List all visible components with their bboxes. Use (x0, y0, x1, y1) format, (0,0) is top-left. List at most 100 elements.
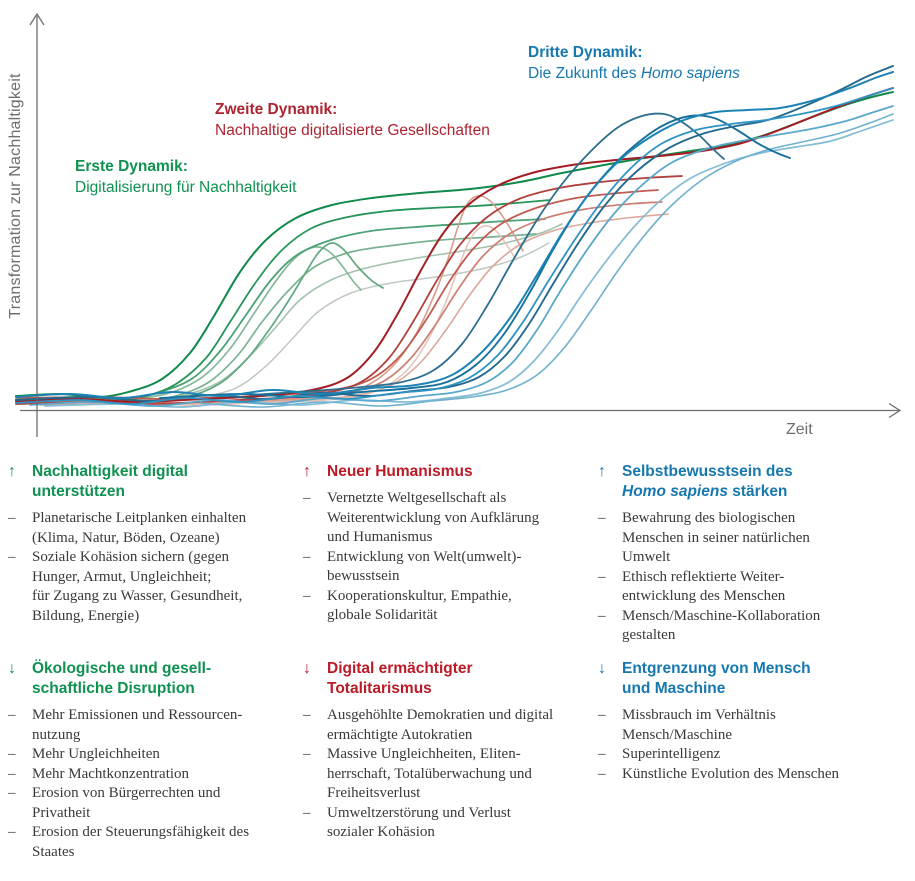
list-item: – Mehr Emissionen und Ressourcen- nutzung (8, 706, 300, 745)
list-item: – Erosion von Bürgerrechten und Privathei… (8, 784, 300, 823)
curve-blue-main (15, 71, 894, 400)
annotation-title: Erste Dynamik: (75, 158, 188, 175)
bullet-text: Massive Ungleichheiten, Eliten- herrscha… (327, 746, 532, 801)
curve-red-overshoot-2 (179, 225, 517, 406)
list-item: – Ethisch reflektierte Weiter- entwicklun… (598, 568, 898, 607)
y-axis-arrow-icon (29, 12, 45, 26)
down-arrow-icon: ↓ (8, 660, 16, 677)
annotation-subtitle: Die Zukunft des Homo sapiens (528, 65, 740, 82)
list-item: – Superintelligenz (598, 745, 898, 765)
block-digitaler-totalitarismus: ↓ Digital ermächtigter Totalitarismus – A… (303, 659, 593, 843)
bullet-text: Umweltzerstörung und Verlust sozialer Ko… (327, 804, 511, 841)
bullet-text: Erosion der Steuerungsfähigkeit des Staa… (32, 824, 250, 860)
curve-layer (15, 65, 894, 408)
bullet-dash: – (8, 549, 16, 565)
bullet-dash: – (303, 548, 311, 565)
bullet-dash: – (598, 746, 606, 762)
curve-green-overshoot-2 (139, 242, 384, 403)
bullet-text: Entwicklung von Welt(umwelt)- bewusstsei… (327, 548, 522, 585)
bullet-text: Mehr Ungleichheiten (32, 746, 160, 762)
block-entgrenzung-mensch-maschine: ↓ Entgrenzung von Mensch und Maschine – M… (598, 659, 898, 784)
bullet-list: – Bewahrung des biologischen Menschen in … (598, 509, 898, 646)
block-header: ↑ Selbstbewusstsein des Homo sapiens stär… (598, 462, 898, 502)
bullet-text: Missbrauch im Verhältnis Mensch/Maschine (622, 707, 776, 743)
up-arrow-icon: ↑ (303, 463, 311, 480)
bullet-list: – Mehr Emissionen und Ressourcen- nutzung… (8, 706, 300, 862)
block-title: Digital ermächtigter Totalitarismus (327, 660, 473, 697)
bullet-dash: – (8, 510, 16, 526)
bullet-text: Mensch/Maschine-Kollaboration gestalten (622, 607, 821, 644)
annotation-erste-dynamik: Erste Dynamik: Digitalisierung für Nachh… (75, 156, 296, 198)
block-title: Neuer Humanismus (327, 463, 473, 480)
curve-green-2 (15, 199, 551, 404)
list-item: – Kooperationskultur, Empathie, globale S… (303, 587, 593, 626)
bullet-dash: – (303, 587, 311, 604)
bullet-dash: – (8, 707, 16, 723)
list-item: – Bewahrung des biologischen Menschen in … (598, 509, 898, 568)
axes (20, 12, 902, 437)
curve-red-mid (17, 189, 659, 400)
block-neuer-humanismus: ↑ Neuer Humanismus – Vernetzte Weltgesell… (303, 462, 593, 626)
bullet-dash: – (598, 607, 606, 624)
list-item: – Mensch/Maschine-Kollaboration gestalten (598, 607, 898, 646)
list-item: – Entwicklung von Welt(umwelt)- bewusstse… (303, 548, 593, 587)
bullet-dash: – (598, 568, 606, 585)
block-header: ↓ Entgrenzung von Mensch und Maschine (598, 659, 898, 699)
curve-blue-2 (15, 87, 894, 405)
up-arrow-icon: ↑ (8, 463, 16, 480)
down-arrow-icon: ↓ (303, 660, 311, 677)
bullet-text: Vernetzte Weltgesellschaft als Weiterent… (327, 490, 540, 545)
bullet-list: – Planetarische Leitplanken einhalten (Kl… (8, 509, 300, 626)
list-item: – Missbrauch im Verhältnis Mensch/Maschin… (598, 706, 898, 745)
bullet-dash: – (8, 746, 16, 762)
list-item: – Planetarische Leitplanken einhalten (Kl… (8, 509, 300, 548)
bullet-text: Ethisch reflektierte Weiter- entwicklung… (622, 568, 786, 605)
block-selbstbewusstsein-homo-sapiens: ↑ Selbstbewusstsein des Homo sapiens stär… (598, 462, 898, 646)
bullet-dash: – (303, 746, 311, 762)
block-header: ↓ Ökologische und gesell- schaftliche Di… (8, 659, 300, 699)
up-arrow-icon: ↑ (598, 463, 606, 480)
block-title: Nachhaltigkeit digital unterstützen (32, 463, 188, 500)
bullet-dash: – (8, 824, 16, 840)
annotation-subtitle: Digitalisierung für Nachhaltigkeit (75, 179, 297, 196)
curve-green-overshoot-1 (119, 246, 362, 401)
block-header: ↓ Digital ermächtigter Totalitarismus (303, 659, 593, 699)
list-item: – Erosion der Steuerungsfähigkeit des Sta… (8, 823, 300, 862)
list-item: – Ausgehöhlte Demokratien und digital erm… (303, 706, 593, 745)
bullet-text: Superintelligenz (622, 746, 721, 762)
block-title: Entgrenzung von Mensch und Maschine (622, 660, 811, 697)
bullet-dash: – (303, 804, 311, 821)
annotation-zweite-dynamik: Zweite Dynamik: Nachhaltige digitalisier… (215, 99, 490, 141)
y-axis-label: Transformation zur Nachhaltigkeit (7, 73, 24, 319)
annotation-dritte-dynamik: Dritte Dynamik: Die Zukunft des Homo sap… (528, 42, 740, 84)
block-title: Selbstbewusstsein des Homo sapiens stärke… (622, 463, 793, 500)
bullet-dash: – (8, 765, 16, 782)
bullet-text: Ausgehöhlte Demokratien und digital ermä… (327, 707, 554, 743)
block-oekologische-disruption: ↓ Ökologische und gesell- schaftliche Di… (8, 659, 300, 862)
curves-canvas (15, 12, 902, 437)
list-item: – Soziale Kohäsion sichern (gegen Hunger,… (8, 548, 300, 626)
annotation-title: Zweite Dynamik: (215, 101, 338, 118)
curve-blue-light (29, 105, 894, 407)
bullet-text: Soziale Kohäsion sichern (gegen Hunger, … (32, 549, 243, 624)
list-item: – Künstliche Evolution des Menschen (598, 765, 898, 785)
list-item: – Umweltzerstörung und Verlust sozialer K… (303, 804, 593, 843)
bullet-dash: – (303, 490, 311, 506)
bullet-dash: – (8, 785, 16, 801)
curve-green-pale-1 (17, 223, 563, 401)
list-item: – Mehr Ungleichheiten (8, 745, 300, 765)
bullet-list: – Missbrauch im Verhältnis Mensch/Maschin… (598, 706, 898, 784)
curve-blue-light-late (199, 113, 894, 408)
bullet-dash: – (598, 765, 606, 782)
bullet-text: Mehr Emissionen und Ressourcen- nutzung (32, 707, 243, 743)
x-axis-label: Zeit (786, 421, 813, 438)
block-title: Ökologische und gesell- schaftliche Disr… (32, 660, 212, 697)
bullet-text: Kooperationskultur, Empathie, globale So… (327, 587, 512, 624)
x-axis-arrow-icon (888, 402, 902, 419)
curve-red-overshoot-1 (149, 194, 524, 405)
bullet-text: Bewahrung des biologischen Menschen in s… (622, 510, 810, 565)
bullet-text: Künstliche Evolution des Menschen (622, 765, 840, 782)
bullet-dash: – (598, 707, 606, 723)
list-item: – Vernetzte Weltgesellschaft als Weiteren… (303, 489, 593, 548)
